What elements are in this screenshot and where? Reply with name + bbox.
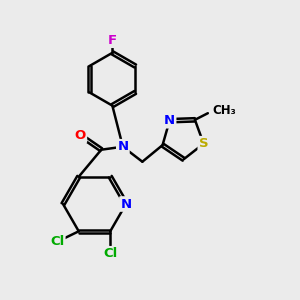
Text: Cl: Cl — [50, 235, 64, 248]
Text: O: O — [75, 129, 86, 142]
Text: N: N — [164, 114, 175, 127]
Text: N: N — [120, 197, 132, 211]
Text: F: F — [108, 34, 117, 47]
Text: Cl: Cl — [103, 247, 117, 260]
Text: CH₃: CH₃ — [212, 104, 236, 117]
Text: S: S — [199, 137, 208, 150]
Text: N: N — [117, 140, 128, 153]
